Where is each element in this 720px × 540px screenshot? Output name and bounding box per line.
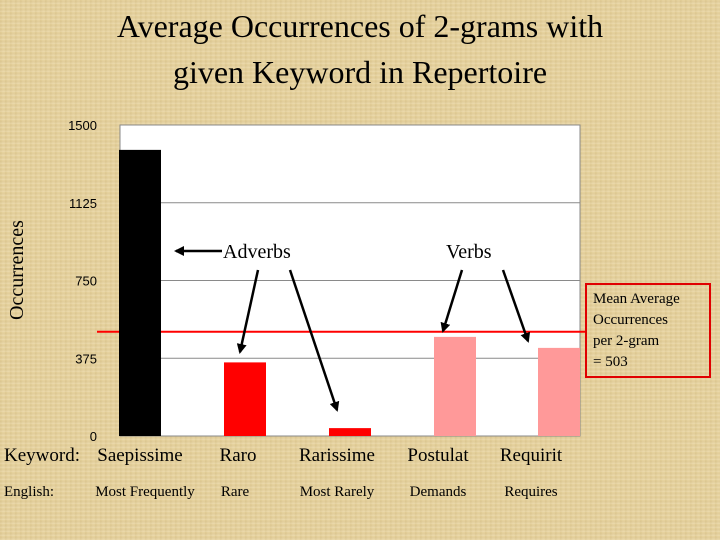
category-label: Raro <box>220 445 257 466</box>
category-label: Saepissime <box>97 445 183 466</box>
category-label: Postulat <box>407 445 469 466</box>
english-prefix: English: <box>4 484 54 500</box>
adverbs-arrow-to-raro <box>236 269 260 354</box>
y-tick-labels: 0 375 750 1125 1500 <box>68 118 97 444</box>
verbs-annotation: Verbs <box>446 241 492 263</box>
mean-label-line-3: per 2-gram <box>593 333 660 349</box>
english-label: Rare <box>221 484 250 500</box>
english-label: Demands <box>410 484 467 500</box>
category-labels: Saepissime Raro Rarissime Postulat Requirit <box>97 445 563 466</box>
bar-rarissime <box>329 428 371 436</box>
english-label: Most Rarely <box>300 484 375 500</box>
bar-saepissime <box>119 149 161 436</box>
mean-label-line-1: Mean Average <box>593 291 680 307</box>
y-tick-label: 375 <box>75 351 97 366</box>
grid-lines <box>120 124 580 359</box>
y-tick-label: 1500 <box>68 118 97 133</box>
chart-title-line-2: given Keyword in Repertoire <box>173 54 547 90</box>
bars <box>119 149 580 436</box>
bar-postulat <box>434 336 476 436</box>
verbs-arrow-to-requirit <box>501 269 531 343</box>
mean-label-line-2: Occurrences <box>593 312 668 328</box>
bar-requirit <box>538 347 580 436</box>
keyword-prefix: Keyword: <box>4 445 80 466</box>
y-tick-label: 1125 <box>69 196 97 211</box>
y-tick-label: 0 <box>90 429 97 444</box>
verbs-arrow-to-postulat <box>440 269 464 333</box>
y-axis-label: Occurrences <box>6 220 28 320</box>
category-label: Rarissime <box>299 445 375 466</box>
english-label: Most Frequently <box>95 484 195 500</box>
english-label: Requires <box>504 484 557 500</box>
category-label: Requirit <box>500 445 563 466</box>
bar-raro <box>224 362 266 436</box>
mean-label-box <box>585 283 711 378</box>
adverbs-annotation: Adverbs <box>223 241 291 263</box>
mean-label-line-4: = 503 <box>593 354 628 370</box>
y-tick-label: 750 <box>75 274 97 289</box>
chart-title-line-1: Average Occurrences of 2-grams with <box>117 8 603 44</box>
english-labels: Most Frequently Rare Most Rarely Demands Req… <box>95 484 558 500</box>
adverbs-arrow-to-rarissime <box>288 269 340 412</box>
